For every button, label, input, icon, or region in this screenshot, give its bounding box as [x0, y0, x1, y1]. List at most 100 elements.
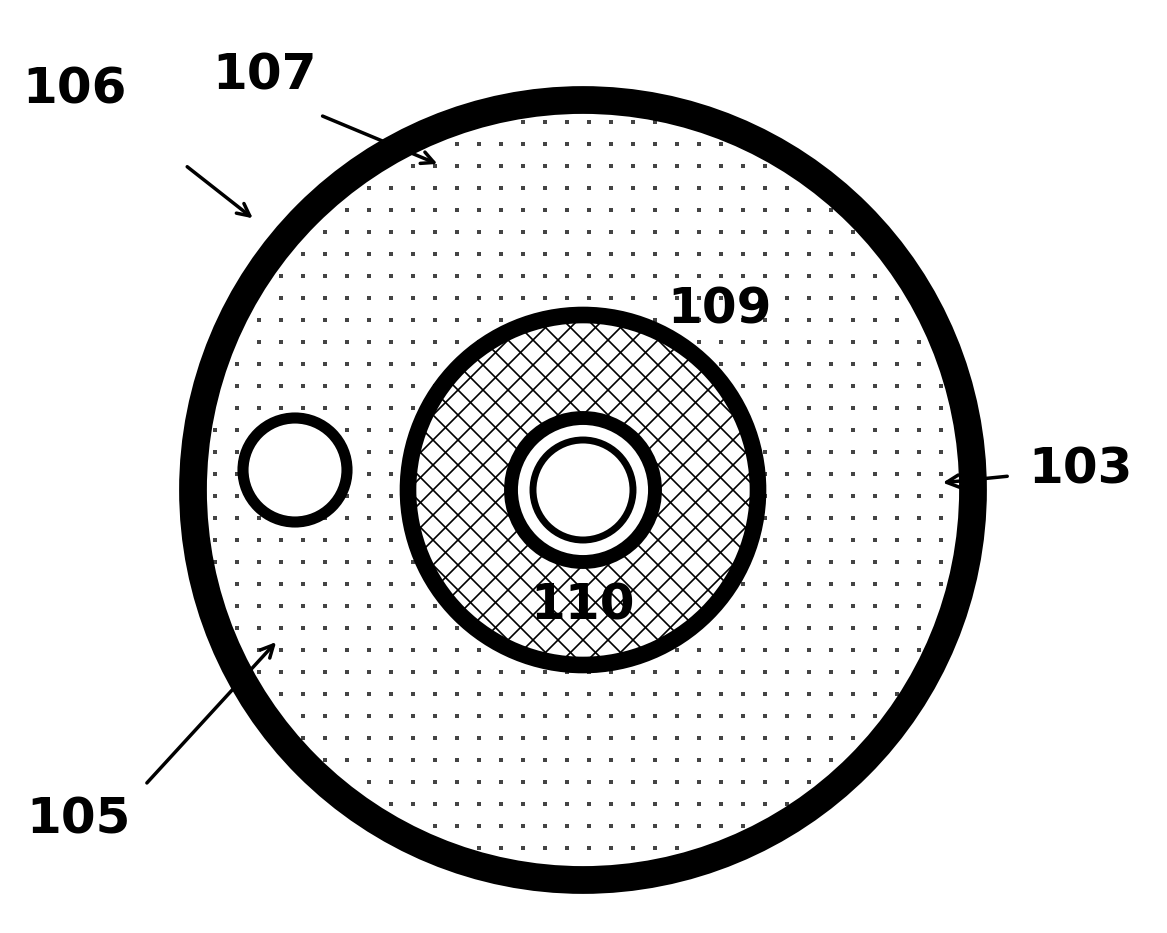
Point — [382, 379, 400, 394]
Point — [623, 643, 642, 658]
Point — [491, 181, 510, 196]
Point — [712, 159, 731, 174]
Point — [777, 797, 796, 812]
Point — [359, 269, 378, 284]
Point — [513, 225, 532, 240]
Point — [382, 687, 400, 702]
Point — [623, 181, 642, 196]
Point — [777, 489, 796, 504]
Point — [690, 335, 708, 350]
Point — [337, 643, 356, 658]
Point — [513, 290, 532, 305]
Point — [602, 313, 621, 327]
Point — [777, 510, 796, 525]
Point — [799, 379, 818, 394]
Point — [756, 466, 775, 481]
Point — [536, 818, 554, 833]
Point — [426, 400, 445, 415]
Point — [777, 379, 796, 394]
Point — [404, 246, 422, 261]
Point — [645, 489, 664, 504]
Point — [822, 731, 840, 745]
Point — [777, 620, 796, 635]
Point — [228, 510, 246, 525]
Point — [690, 400, 708, 415]
Point — [491, 731, 510, 745]
Point — [690, 181, 708, 196]
Point — [469, 444, 488, 459]
Point — [382, 335, 400, 350]
Point — [909, 620, 928, 635]
Point — [382, 313, 400, 327]
Point — [337, 379, 356, 394]
Point — [623, 423, 642, 438]
Point — [756, 423, 775, 438]
Point — [513, 620, 532, 635]
Point — [602, 115, 621, 130]
Point — [469, 708, 488, 723]
Point — [228, 466, 246, 481]
Point — [888, 444, 907, 459]
Point — [448, 246, 467, 261]
Point — [602, 599, 621, 614]
Point — [205, 444, 224, 459]
Point — [712, 423, 731, 438]
Point — [645, 335, 664, 350]
Point — [315, 620, 334, 635]
Point — [866, 533, 885, 548]
Point — [337, 510, 356, 525]
Point — [404, 356, 422, 371]
Point — [315, 599, 334, 614]
Point — [777, 290, 796, 305]
Point — [734, 290, 753, 305]
Point — [558, 400, 576, 415]
Point — [513, 489, 532, 504]
Point — [712, 202, 731, 217]
Point — [491, 225, 510, 240]
Point — [668, 599, 686, 614]
Point — [404, 599, 422, 614]
Point — [228, 423, 246, 438]
Point — [712, 356, 731, 371]
Point — [645, 290, 664, 305]
Point — [558, 356, 576, 371]
Point — [404, 731, 422, 745]
Point — [382, 554, 400, 569]
Point — [337, 444, 356, 459]
Point — [448, 335, 467, 350]
Point — [668, 753, 686, 768]
Point — [602, 687, 621, 702]
Point — [690, 269, 708, 284]
Point — [712, 533, 731, 548]
Point — [250, 423, 268, 438]
Point — [799, 466, 818, 481]
Point — [580, 313, 599, 327]
Point — [558, 136, 576, 151]
Point — [734, 753, 753, 768]
Point — [558, 687, 576, 702]
Point — [844, 687, 862, 702]
Point — [337, 599, 356, 614]
Point — [668, 533, 686, 548]
Point — [228, 599, 246, 614]
Point — [337, 554, 356, 569]
Point — [359, 489, 378, 504]
Point — [756, 664, 775, 679]
Point — [888, 423, 907, 438]
Point — [712, 774, 731, 789]
Point — [777, 533, 796, 548]
Point — [426, 225, 445, 240]
Point — [250, 533, 268, 548]
Point — [513, 136, 532, 151]
Point — [799, 400, 818, 415]
Point — [799, 510, 818, 525]
Point — [536, 489, 554, 504]
Point — [491, 290, 510, 305]
Point — [315, 687, 334, 702]
Point — [469, 510, 488, 525]
Point — [645, 841, 664, 856]
Point — [756, 489, 775, 504]
Point — [734, 510, 753, 525]
Point — [558, 599, 576, 614]
Point — [359, 599, 378, 614]
